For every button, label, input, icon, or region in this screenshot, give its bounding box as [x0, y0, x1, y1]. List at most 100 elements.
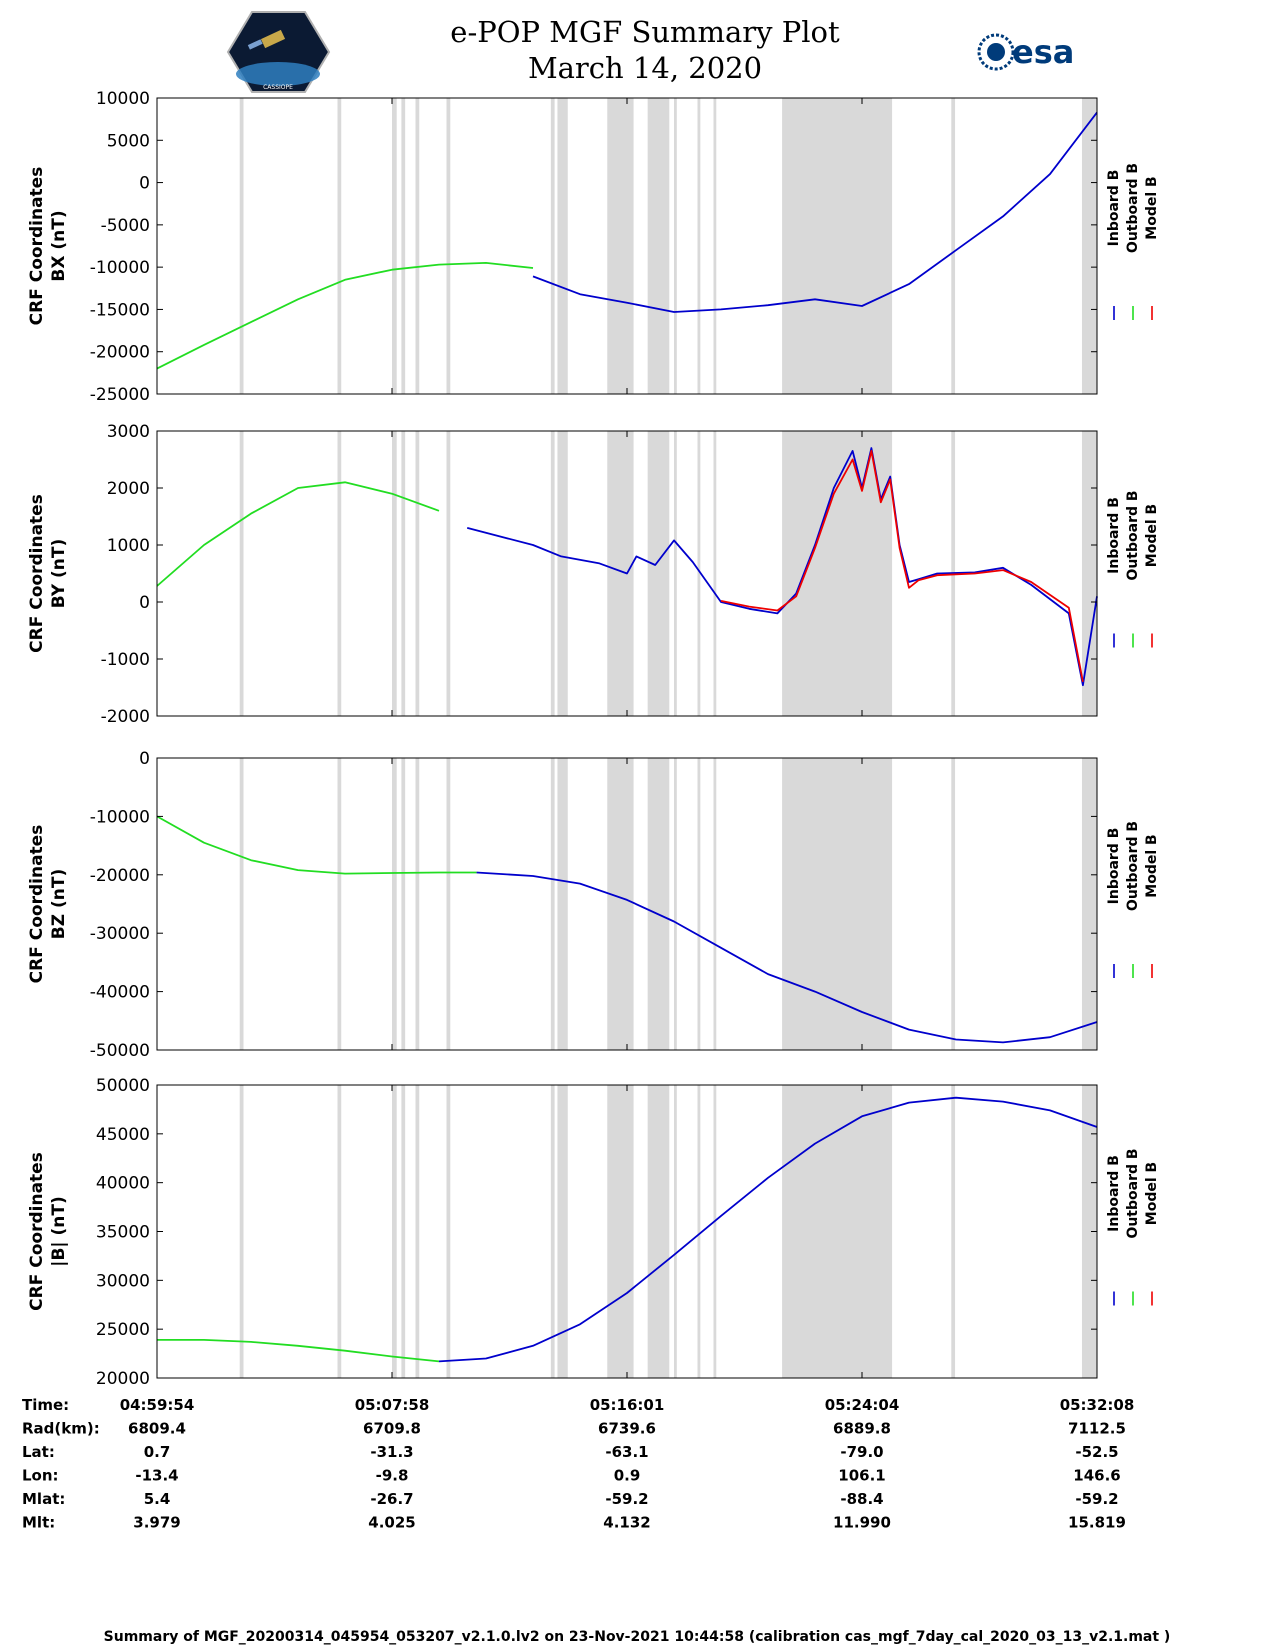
- y-tick-label: 30000: [96, 1271, 150, 1291]
- y-tick-label: 0: [139, 749, 150, 769]
- ephemeris-cell: 4.025: [368, 1514, 415, 1532]
- data-gap-band: [647, 1085, 670, 1378]
- page-title: e-POP MGF Summary Plot: [450, 15, 840, 49]
- data-gap-band: [239, 98, 244, 394]
- y-tick-label: -15000: [90, 300, 150, 320]
- y-tick-label: 25000: [96, 1320, 150, 1340]
- data-gap-band: [550, 98, 555, 394]
- ephemeris-row-label: Lon:: [22, 1467, 59, 1485]
- y-tick-label: 1000: [107, 536, 150, 556]
- data-gap-band: [446, 758, 451, 1050]
- ephemeris-cell: 05:07:58: [355, 1396, 430, 1414]
- ephemeris-cell: 0.7: [144, 1443, 171, 1461]
- data-gap-band: [697, 758, 701, 1050]
- ephemeris-cell: -79.0: [840, 1443, 883, 1461]
- legend-label: Outboard B: [1125, 821, 1141, 911]
- y-tick-label: 50000: [96, 1076, 150, 1096]
- panel-bx: 10000 5000 0 -5000 -10000 -15000 -20000 -25000 C…: [27, 89, 1160, 405]
- legend-label: Outboard B: [1125, 490, 1141, 580]
- y-axis-unit-label: |B| (nT): [49, 1196, 69, 1267]
- data-gap-band: [1081, 431, 1097, 716]
- y-tick-label: 40000: [96, 1174, 150, 1194]
- data-gap-band: [415, 431, 420, 716]
- series-line-inboard-b: [532, 111, 1098, 313]
- data-gap-band: [647, 431, 670, 716]
- data-gap-band: [674, 431, 677, 716]
- ephemeris-table: Time: 04:59:54 05:07:58 05:16:01 05:24:04 05:…: [22, 1396, 1134, 1532]
- cassiope-logo-text: CASSIOPE: [263, 84, 293, 91]
- data-gap-band: [401, 1085, 406, 1378]
- y-axis-label: CRF Coordinates: [27, 1152, 47, 1311]
- data-gap-band: [557, 758, 568, 1050]
- data-gap-band: [446, 1085, 451, 1378]
- data-gap-band: [550, 758, 555, 1050]
- data-gap-band: [337, 1085, 342, 1378]
- data-gap-band: [607, 98, 634, 394]
- data-gap-band: [713, 98, 717, 394]
- data-gap-band: [557, 431, 568, 716]
- ephemeris-cell: 6809.4: [128, 1420, 186, 1438]
- ephemeris-cell: 05:16:01: [590, 1396, 665, 1414]
- y-axis-unit-label: BY (nT): [49, 539, 69, 609]
- series-line-model-b: [720, 450, 1084, 682]
- y-axis-unit-label: BX (nT): [49, 210, 69, 281]
- y-tick-label: 45000: [96, 1125, 150, 1145]
- legend-label: Model B: [1144, 834, 1160, 897]
- legend-label: Model B: [1144, 176, 1160, 239]
- panel-by: 3000 2000 1000 0 -1000 -2000 CRF Coordinates BY…: [27, 422, 1160, 727]
- data-gap-band: [674, 1085, 677, 1378]
- series-line-outboard-b: [156, 815, 477, 875]
- data-gap-band: [951, 758, 956, 1050]
- ephemeris-row-label: Lat:: [22, 1443, 55, 1461]
- data-gap-band: [415, 1085, 420, 1378]
- cassiope-logo: CASSIOPE: [226, 11, 331, 93]
- ephemeris-cell: 05:32:08: [1060, 1396, 1135, 1414]
- ephemeris-cell: 146.6: [1073, 1467, 1120, 1485]
- data-gap-band: [782, 431, 893, 716]
- data-gap-band: [607, 758, 634, 1050]
- ephemeris-cell: -13.4: [135, 1467, 178, 1485]
- series-line-inboard-b: [466, 447, 1098, 687]
- y-axis-label: CRF Coordinates: [27, 167, 47, 326]
- legend-label: Outboard B: [1125, 163, 1141, 253]
- data-gap-band: [713, 431, 717, 716]
- legend-label: Inboard B: [1106, 497, 1122, 574]
- ephemeris-cell: -52.5: [1075, 1443, 1118, 1461]
- data-gap-band: [415, 98, 420, 394]
- panel-bmag: 50000 45000 40000 35000 30000 25000 20000 CRF C…: [27, 1076, 1160, 1389]
- y-tick-label: -40000: [90, 983, 150, 1003]
- y-tick-label: 5000: [107, 131, 150, 151]
- esa-logo: esa: [977, 33, 1074, 71]
- y-tick-label: -2000: [101, 707, 150, 727]
- series-line-outboard-b: [157, 1339, 440, 1363]
- y-tick-label: 0: [139, 174, 150, 194]
- data-gap-band: [557, 98, 568, 394]
- ephemeris-cell: 6709.8: [363, 1420, 421, 1438]
- data-gap-band: [550, 431, 555, 716]
- data-gap-band: [337, 758, 342, 1050]
- ephemeris-cell: 05:24:04: [825, 1396, 900, 1414]
- data-gap-band: [239, 758, 244, 1050]
- esa-logo-text: esa: [1012, 33, 1074, 71]
- data-gap-band: [446, 98, 451, 394]
- data-gap-band: [782, 98, 893, 394]
- data-gap-band: [607, 1085, 634, 1378]
- panel-bz: 0 -10000 -20000 -30000 -40000 -50000 CRF Coord…: [27, 749, 1160, 1061]
- ephemeris-cell: 5.4: [144, 1490, 171, 1508]
- data-gap-band: [1081, 1085, 1097, 1378]
- legend-label: Inboard B: [1106, 828, 1122, 905]
- legend-label: Model B: [1144, 504, 1160, 567]
- data-gap-band: [239, 1085, 244, 1378]
- legend-label: Model B: [1144, 1162, 1160, 1225]
- data-gap-band: [674, 98, 677, 394]
- series-line-inboard-b: [438, 1096, 1098, 1363]
- y-tick-label: 10000: [96, 89, 150, 109]
- legend-label: Inboard B: [1106, 170, 1122, 247]
- data-gap-band: [401, 431, 406, 716]
- y-axis-unit-label: BZ (nT): [49, 869, 69, 939]
- ephemeris-cell: -59.2: [605, 1490, 648, 1508]
- data-gap-band: [782, 758, 893, 1050]
- y-tick-label: 2000: [107, 479, 150, 499]
- y-tick-label: -50000: [90, 1041, 150, 1061]
